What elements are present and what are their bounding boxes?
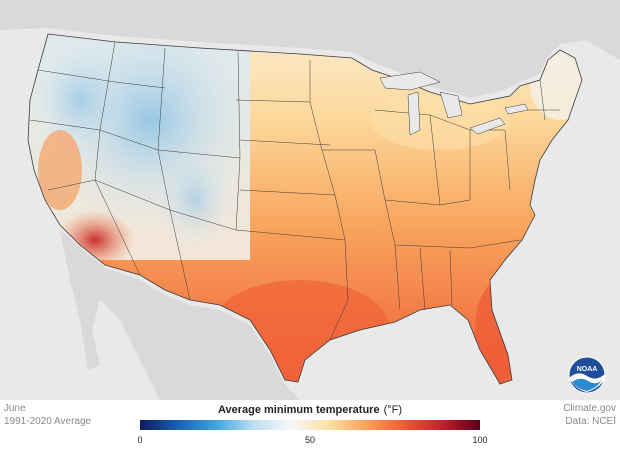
legend-tick-0: 0 — [137, 435, 143, 445]
noaa-logo: NOAA — [568, 356, 606, 394]
period-label: 1991-2020 Average — [4, 416, 92, 427]
mexico-landmass — [60, 230, 300, 400]
great-lakes — [379, 71, 529, 136]
legend-title-text: Average minimum temperature — [217, 404, 380, 416]
map-area — [0, 0, 620, 400]
legend-title: Average minimum temperature (°F) — [140, 404, 480, 416]
footer-right: Climate.gov Data: NCEI — [563, 402, 616, 428]
canada-landmass — [0, 0, 620, 98]
legend-unit: (°F) — [383, 404, 403, 416]
legend-tick-100: 100 — [472, 435, 488, 445]
us-temperature-map — [0, 0, 620, 400]
month-label: June — [4, 403, 26, 414]
source-label: Climate.gov — [563, 403, 616, 414]
data-label: Data: NCEI — [565, 416, 616, 427]
state-boundaries — [29, 41, 560, 341]
legend-colorbar — [140, 420, 480, 430]
legend-tick-50: 50 — [304, 435, 316, 445]
noaa-logo-text: NOAA — [577, 366, 598, 373]
footer-left: June 1991-2020 Average — [4, 402, 91, 428]
